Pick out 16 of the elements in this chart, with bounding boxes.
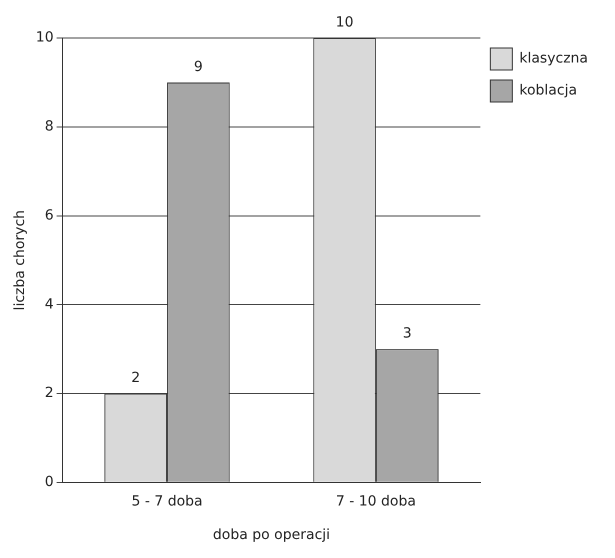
y-tick-label: 6 xyxy=(44,207,54,224)
legend-label: koblacja xyxy=(519,82,578,99)
y-tick-label: 10 xyxy=(36,30,54,46)
data-label: 9 xyxy=(194,59,203,76)
y-tick-label: 0 xyxy=(44,474,54,490)
data-label: 3 xyxy=(402,326,412,342)
y-tick-label: 2 xyxy=(44,385,54,402)
x-axis-title: doba po operacji xyxy=(212,527,330,544)
legend-label: klasyczna xyxy=(519,50,588,67)
y-tick-label: 8 xyxy=(44,118,54,135)
x-tick-label: 7 - 10 doba xyxy=(336,493,416,510)
x-tick-label: 5 - 7 doba xyxy=(131,493,203,510)
data-label: 10 xyxy=(336,14,354,31)
data-label: 2 xyxy=(131,370,140,386)
y-axis-title: liczba chorych xyxy=(12,210,28,310)
y-tick-label: 4 xyxy=(44,296,54,312)
